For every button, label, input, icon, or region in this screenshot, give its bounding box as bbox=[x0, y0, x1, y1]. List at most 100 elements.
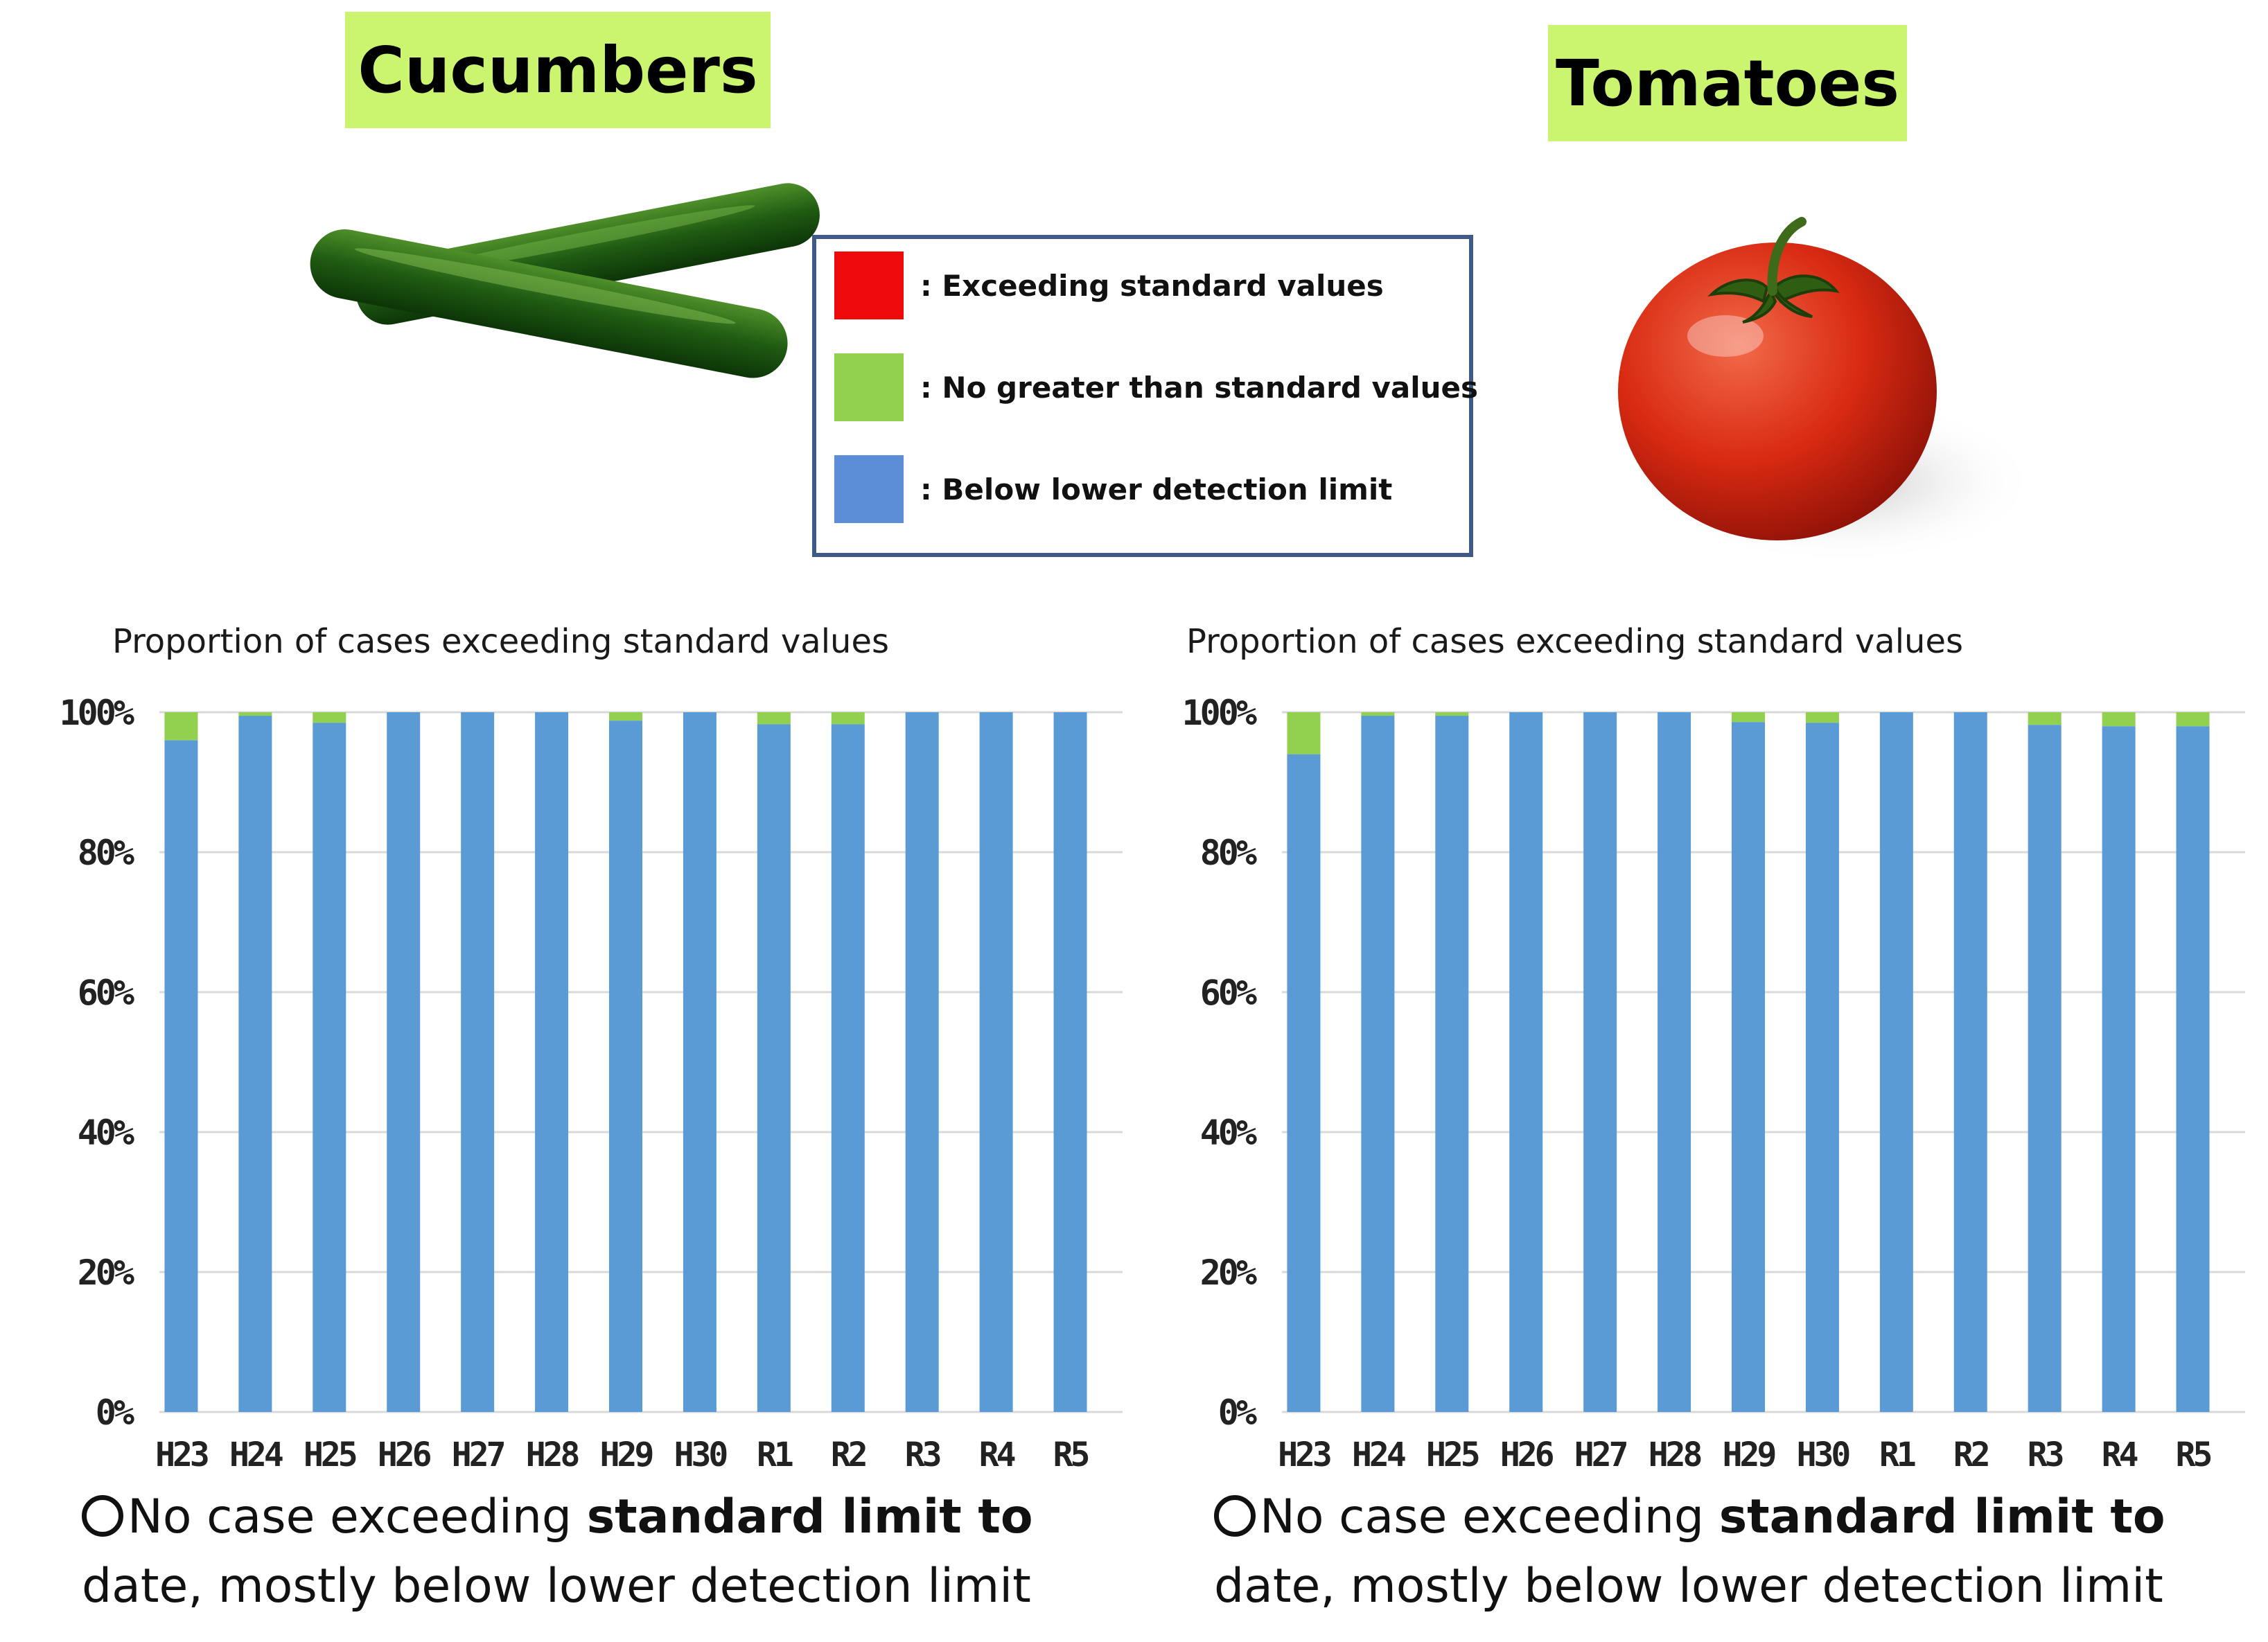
legend-swatch-red bbox=[834, 251, 904, 319]
y-tick-label: 40% bbox=[1200, 1113, 1257, 1153]
bar-no-greater bbox=[2176, 712, 2210, 727]
x-tick-label: H25 bbox=[304, 1436, 356, 1474]
bar-below-detection bbox=[609, 721, 642, 1412]
x-tick-label: H30 bbox=[1797, 1436, 1850, 1474]
bar-below-detection bbox=[757, 724, 791, 1412]
y-tick-label: 20% bbox=[78, 1253, 134, 1293]
x-tick-label: H23 bbox=[1278, 1436, 1330, 1474]
bar-below-detection bbox=[1361, 716, 1395, 1412]
bar-below-detection bbox=[387, 712, 421, 1412]
bar-below-detection bbox=[1805, 723, 1839, 1412]
conclusion-left-text: No case exceeding bbox=[128, 1490, 587, 1544]
x-tick-label: H30 bbox=[674, 1436, 728, 1474]
cucumbers-title: Cucumbers bbox=[345, 12, 771, 128]
bar-below-detection bbox=[2176, 726, 2210, 1412]
bar-no-greater bbox=[1361, 712, 1395, 716]
bar-below-detection bbox=[1583, 712, 1617, 1412]
x-tick-label: R2 bbox=[831, 1436, 865, 1474]
bar-below-detection bbox=[164, 740, 198, 1412]
x-tick-label: H24 bbox=[1352, 1436, 1405, 1474]
bar-below-detection bbox=[905, 712, 939, 1412]
x-tick-label: H24 bbox=[229, 1436, 283, 1474]
legend-label-no-greater: : No greater than standard values bbox=[920, 370, 1479, 405]
conclusion-right: No case exceeding standard limit to date… bbox=[1214, 1483, 2165, 1621]
bar-no-greater bbox=[831, 712, 865, 725]
bar-no-greater bbox=[609, 712, 642, 721]
legend-label-below: : Below lower detection limit bbox=[920, 472, 1393, 506]
bar-below-detection bbox=[1658, 712, 1691, 1412]
bar-below-detection bbox=[1287, 754, 1321, 1412]
bar-no-greater bbox=[164, 712, 198, 741]
legend-label-exceeding: : Exceeding standard values bbox=[920, 268, 1384, 303]
conclusion-left-bold: standard limit to bbox=[586, 1490, 1033, 1544]
bar-no-greater bbox=[1805, 712, 1839, 723]
y-tick-label: 60% bbox=[1200, 973, 1257, 1013]
y-tick-label: 40% bbox=[78, 1113, 134, 1153]
bar-below-detection bbox=[461, 712, 495, 1412]
bar-below-detection bbox=[831, 724, 865, 1412]
bar-below-detection bbox=[1879, 712, 1913, 1412]
tomatoes-title: Tomatoes bbox=[1548, 25, 1907, 141]
tomatoes-chart: 0% 20% 40% 60% 80% 100% H23 H24 H25 H26 H27 H28 H29 H… bbox=[1182, 693, 2245, 1474]
x-tick-label: H28 bbox=[526, 1436, 579, 1474]
x-tick-label: R5 bbox=[2176, 1436, 2211, 1474]
x-tick-label: R1 bbox=[757, 1436, 793, 1474]
tomato-image bbox=[1618, 217, 2037, 565]
bar-no-greater bbox=[1287, 712, 1321, 754]
x-tick-label: R4 bbox=[2102, 1436, 2138, 1474]
y-tick-label: 0% bbox=[1218, 1393, 1257, 1433]
x-tick-label: R5 bbox=[1053, 1436, 1089, 1474]
x-tick-label: R4 bbox=[979, 1436, 1015, 1474]
bar-below-detection bbox=[979, 712, 1013, 1412]
x-tick-label: R2 bbox=[1953, 1436, 1988, 1474]
bar-below-detection bbox=[2028, 725, 2062, 1412]
conclusion-left-line2: date, mostly below lower detection limit bbox=[82, 1559, 1031, 1614]
legend-swatch-blue bbox=[834, 455, 904, 523]
y-tick-label: 0% bbox=[96, 1393, 134, 1433]
bar-below-detection bbox=[1953, 712, 1987, 1412]
x-tick-label: H27 bbox=[452, 1436, 504, 1474]
circle-mark-icon bbox=[82, 1495, 123, 1537]
x-tick-label: H29 bbox=[600, 1436, 653, 1474]
bar-no-greater bbox=[313, 712, 346, 723]
bar-below-detection bbox=[683, 712, 717, 1412]
cucumbers-image bbox=[310, 183, 820, 378]
y-tick-label: 100% bbox=[60, 693, 134, 733]
y-tick-label: 60% bbox=[78, 973, 134, 1013]
legend: : Exceeding standard values : No greater… bbox=[812, 235, 1478, 557]
x-tick-label: H23 bbox=[155, 1436, 208, 1474]
chart-right-title: Proportion of cases exceeding standard v… bbox=[1186, 622, 1963, 661]
x-tick-label: H26 bbox=[378, 1436, 431, 1474]
legend-item-exceeding: : Exceeding standard values bbox=[834, 251, 1384, 319]
y-tick-label: 80% bbox=[1200, 833, 1257, 873]
bar-below-detection bbox=[238, 716, 272, 1412]
bar-no-greater bbox=[757, 712, 791, 725]
bar-no-greater bbox=[2028, 712, 2062, 725]
bar-below-detection bbox=[2102, 726, 2136, 1412]
x-tick-label: H28 bbox=[1649, 1436, 1701, 1474]
legend-item-below: : Below lower detection limit bbox=[834, 455, 1392, 523]
conclusion-right-bold: standard limit to bbox=[1718, 1490, 2165, 1544]
y-tick-label: 100% bbox=[1182, 693, 1257, 733]
bar-below-detection bbox=[313, 723, 346, 1412]
legend-swatch-green bbox=[834, 353, 904, 421]
x-tick-label: H29 bbox=[1723, 1436, 1775, 1474]
bar-no-greater bbox=[2102, 712, 2136, 727]
x-tick-label: R3 bbox=[905, 1436, 940, 1474]
x-tick-label: H25 bbox=[1426, 1436, 1479, 1474]
y-tick-label: 20% bbox=[1200, 1253, 1257, 1293]
legend-item-no-greater: : No greater than standard values bbox=[834, 353, 1478, 421]
bar-no-greater bbox=[1732, 712, 1765, 723]
x-tick-label: H27 bbox=[1574, 1436, 1627, 1474]
bar-below-detection bbox=[1509, 712, 1543, 1412]
y-tick-label: 80% bbox=[78, 833, 134, 873]
conclusion-left: No case exceeding standard limit to date… bbox=[82, 1483, 1033, 1621]
bar-below-detection bbox=[1732, 722, 1765, 1412]
cucumbers-chart: 0% 20% 40% 60% 80% 100% H23 H24 H25 H26 H27 H28 H29 H… bbox=[60, 693, 1123, 1474]
bar-no-greater bbox=[1435, 712, 1469, 716]
chart-left-title: Proportion of cases exceeding standard v… bbox=[112, 622, 889, 661]
bar-below-detection bbox=[535, 712, 569, 1412]
bar-below-detection bbox=[1053, 712, 1087, 1412]
x-tick-label: H26 bbox=[1500, 1436, 1554, 1474]
circle-mark-icon bbox=[1214, 1495, 1256, 1537]
